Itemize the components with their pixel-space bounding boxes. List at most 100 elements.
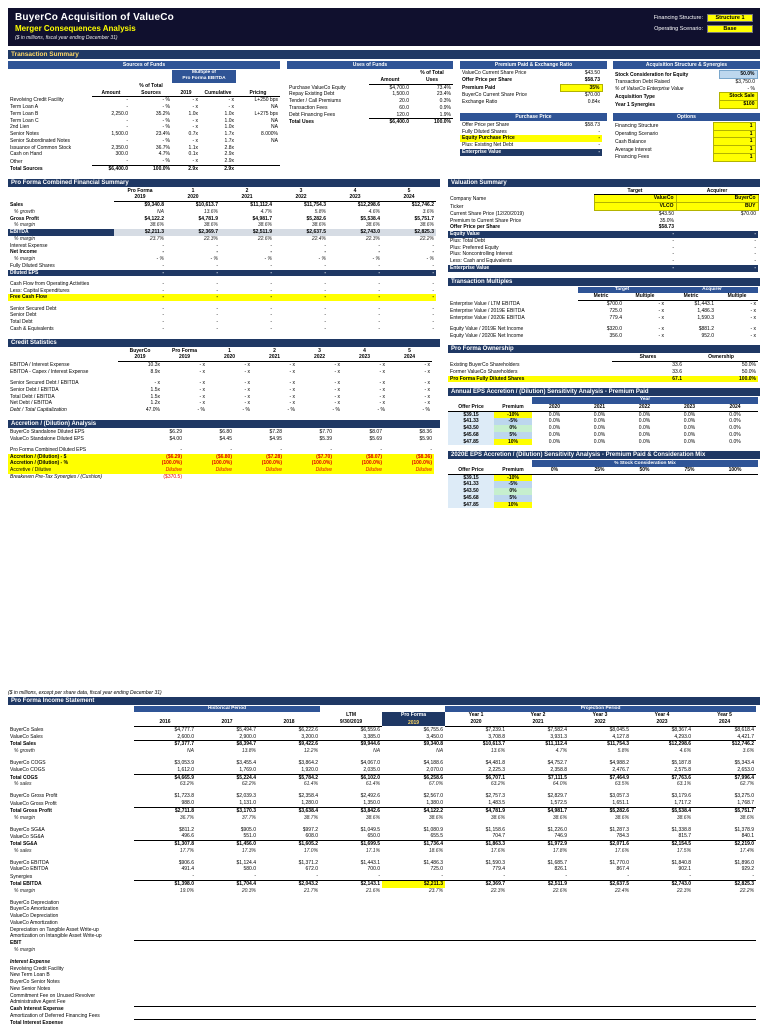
cell: $905.0	[240, 826, 256, 833]
table-row: Equity Purchase Price -	[460, 135, 602, 142]
cell[interactable]: 50.0%	[718, 70, 758, 79]
cell[interactable]: ValueCo	[593, 194, 677, 204]
cell[interactable]: $100	[718, 100, 758, 109]
cell: - x	[244, 368, 250, 375]
table-row: Financing Structure 1	[613, 121, 756, 131]
row-label: Interest Expense	[10, 242, 48, 249]
cell: NA	[271, 124, 278, 131]
cell: $2,143.1	[320, 879, 383, 888]
table-row: Enterprise Value / 2019E EBITDA 725.0 - x 1…	[448, 308, 758, 315]
row-label: Cash Interest Expense	[10, 1006, 64, 1013]
cell	[196, 933, 258, 940]
cell: 63.5%	[614, 781, 630, 788]
cell	[234, 474, 284, 481]
header-row: Amount% of Total Sources 2019 Cumulative Pri…	[8, 82, 280, 98]
column-header: Pro Forma	[127, 187, 153, 194]
cell: $906.6	[178, 859, 194, 866]
cell: 10%	[494, 501, 532, 509]
row-label: Administrative Agent Fee	[10, 999, 66, 1006]
options-header: Options	[613, 112, 760, 121]
cell[interactable]: 35%	[559, 83, 603, 93]
cell: -	[126, 117, 128, 124]
cell: 75%	[667, 466, 712, 475]
cell[interactable]: 1	[712, 137, 756, 146]
cell: - %	[318, 256, 327, 263]
cell: (100.0%)	[284, 460, 334, 468]
cell: 608.0	[305, 833, 319, 840]
cell: 2024	[712, 403, 758, 412]
cell: 67.1	[612, 375, 684, 383]
cell: $8,367.4	[671, 726, 692, 733]
cell: -	[378, 287, 380, 294]
cell: $2,825.3	[382, 229, 436, 236]
cell: -	[324, 305, 326, 312]
table-row: Stock Consideration for Equity 50.0%	[613, 70, 758, 79]
cell[interactable]: 1	[712, 152, 756, 162]
cell	[569, 933, 631, 940]
cell[interactable]: VLCO	[593, 202, 677, 211]
cell: - x	[192, 97, 198, 104]
cell: 2019	[172, 82, 200, 98]
cell	[676, 218, 758, 225]
table-row: Sales $9,340.8 $10,613.7 $11,112.4 $11,754.3…	[8, 202, 436, 209]
cell: 2,070.0	[426, 766, 444, 773]
cell: 22.2%	[419, 235, 434, 242]
cell: $9,340.8	[382, 740, 446, 749]
cell	[448, 397, 532, 404]
row-label	[8, 354, 118, 361]
cell: 3.6%	[422, 208, 434, 215]
eps-2020-sensitivity-block: 2020E EPS Accretion / (Dilution) Sensiti…	[448, 451, 760, 509]
cell[interactable]: 1	[712, 129, 756, 139]
cell: -	[230, 446, 232, 453]
ownership-table: Shares Ownership Existing BuyerCo Sharehol…	[448, 354, 758, 383]
cell: 4.7%	[158, 151, 170, 158]
cell	[258, 999, 320, 1006]
cell[interactable]: 1	[712, 145, 756, 154]
cell: -	[316, 873, 319, 880]
cell	[448, 460, 532, 467]
table-row: % margin - % - % - % - % - % - %	[8, 256, 436, 263]
cell: $45.68	[448, 431, 494, 439]
cell	[507, 933, 569, 940]
cell: -	[598, 128, 600, 135]
cell: $43.50	[584, 70, 600, 76]
annual-eps-sensitivity-block: Annual EPS Accretion / (Dilution) Sensit…	[448, 388, 760, 446]
cell: $11,754.3	[304, 202, 326, 209]
cell: $5,538.4	[631, 806, 694, 815]
cell	[507, 993, 569, 1000]
cell: Cumulative	[200, 82, 236, 98]
cell[interactable]: BUY	[675, 202, 759, 211]
cell[interactable]: Stock Sale	[718, 92, 758, 101]
row-label: % margin	[14, 222, 36, 229]
cell: - x	[244, 393, 250, 400]
cell: 21.7%	[303, 887, 319, 894]
valuation-summary-title: Valuation Summary	[448, 178, 760, 187]
row-label: Senior Secured Debt / EBITDA	[10, 380, 79, 387]
eps-2020-sensitivity-title: 2020E EPS Accretion / (Dilution) Sensiti…	[448, 451, 760, 460]
cell: -	[270, 249, 272, 256]
acquisition-structure-block: Acquisition Structure & Synergies Stock …	[613, 61, 760, 109]
cell: 38.6%	[676, 814, 692, 821]
financing-structure-value[interactable]: Structure 1	[707, 14, 753, 22]
cell: $12,746.2	[693, 740, 757, 749]
row-label: Equity Purchase Price	[460, 135, 560, 142]
cell: 13.6%	[203, 208, 218, 215]
cell[interactable]: BuyerCo	[675, 194, 759, 204]
cell: $1,398.0	[134, 879, 196, 888]
operating-scenario-value[interactable]: Base	[707, 25, 753, 33]
cell	[445, 933, 507, 940]
table-row: Plus: Preferred Equity - -	[448, 245, 758, 252]
row-label	[448, 354, 612, 361]
cell: $6,222.6	[298, 726, 319, 733]
row-label	[8, 194, 114, 201]
table-row: BuyerCo EBITDA $906.6 $1,124.4 $1,371.2 $1,4…	[8, 860, 756, 867]
table-row: Fully Diluted Shares -	[460, 129, 602, 136]
cell: $2,711.8	[134, 806, 196, 815]
cell[interactable]: 1	[712, 121, 756, 131]
cell: 356.0	[609, 332, 622, 339]
cell: - %	[372, 256, 381, 263]
cell: -	[274, 269, 328, 277]
cell: - %	[242, 407, 251, 414]
table-row: Accretive / Dilutive Dilutive Dilutive Dilu…	[8, 467, 434, 474]
cell: 2.9x	[224, 151, 234, 158]
